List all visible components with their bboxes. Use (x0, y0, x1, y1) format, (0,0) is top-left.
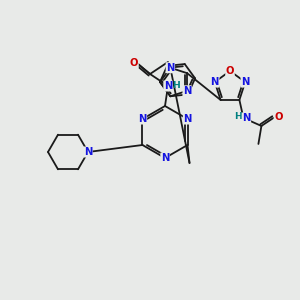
Text: N: N (242, 113, 250, 123)
Text: N: N (84, 147, 92, 157)
Text: N: N (211, 77, 219, 87)
Text: O: O (130, 58, 138, 68)
Text: O: O (226, 66, 234, 76)
Text: H: H (172, 80, 180, 89)
Text: H: H (235, 112, 242, 122)
Text: N: N (183, 114, 192, 124)
Text: N: N (183, 86, 191, 96)
Text: N: N (161, 153, 169, 163)
Text: N: N (164, 81, 172, 91)
Text: O: O (274, 112, 283, 122)
Text: N: N (241, 77, 249, 87)
Text: N: N (138, 114, 147, 124)
Text: N: N (166, 63, 175, 73)
